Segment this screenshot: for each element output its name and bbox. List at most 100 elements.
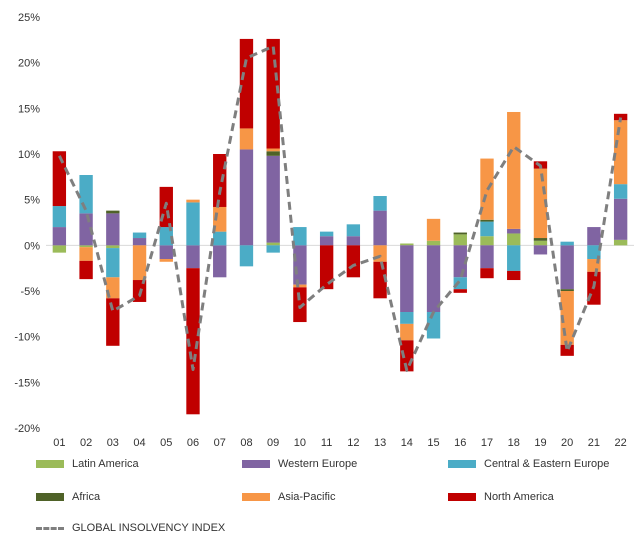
- bar-segment: [266, 148, 280, 152]
- bar-segment: [533, 168, 548, 239]
- bar-segment: [613, 198, 628, 240]
- x-tick-label: 07: [214, 437, 226, 449]
- y-tick-label: -5%: [20, 286, 40, 298]
- bar-segment: [266, 38, 280, 149]
- x-tick-label: 19: [534, 437, 546, 449]
- bar-segment: [400, 243, 414, 246]
- bar-segment: [213, 231, 227, 246]
- bar-segment: [346, 224, 361, 237]
- x-tick-label: 08: [240, 437, 252, 449]
- bar-segment: [239, 128, 254, 150]
- stacked-bars: [52, 38, 628, 415]
- bar-segment: [587, 245, 601, 260]
- bar-segment: [453, 234, 467, 246]
- bar-segment: [52, 227, 67, 246]
- y-tick-label: 5%: [24, 195, 40, 207]
- bar-segment: [533, 245, 548, 255]
- x-tick-label: 16: [454, 437, 466, 449]
- x-tick-label: 05: [160, 437, 172, 449]
- bar-segment: [186, 199, 200, 203]
- bar-segment: [480, 219, 494, 222]
- bar-segment: [507, 270, 521, 281]
- bar-segment: [266, 151, 280, 156]
- bar-segment: [346, 245, 361, 278]
- x-tick-label: 20: [561, 437, 573, 449]
- bar-segment: [400, 312, 414, 324]
- x-tick-label: 22: [615, 437, 627, 449]
- bar-segment: [159, 245, 173, 260]
- bar-segment: [106, 298, 120, 346]
- bar-segment: [533, 238, 548, 241]
- bar-segment: [426, 245, 441, 313]
- bar-segment: [239, 245, 254, 267]
- bar-segment: [613, 120, 628, 185]
- bar-segment: [560, 289, 574, 291]
- y-tick-label: 10%: [18, 149, 40, 161]
- bar-segment: [293, 227, 307, 246]
- y-axis: 25% 20% 15% 10% 5% 0% -5% -10% -15% -20%: [14, 12, 40, 435]
- bar-segment: [507, 245, 521, 271]
- bar-segment: [319, 231, 334, 237]
- index-line-layer: [58, 44, 623, 372]
- bar-segment: [346, 236, 361, 246]
- bar-segment: [293, 245, 307, 285]
- x-tick-label: 18: [508, 437, 520, 449]
- bar-segment: [426, 218, 441, 241]
- x-tick-label: 12: [347, 437, 359, 449]
- bar-segment: [507, 228, 521, 234]
- bar-segment: [613, 113, 628, 121]
- bar-segment: [613, 239, 628, 246]
- bar-segment: [79, 247, 93, 261]
- x-axis: 01 02 03 04 05 06 07 08 09 10 11 12 13 14 15 16 17 18 19 20…: [46, 244, 634, 449]
- bar-segment: [453, 277, 467, 290]
- y-tick-label: -10%: [14, 332, 40, 344]
- y-tick-label: -20%: [14, 423, 40, 435]
- bar-segment: [213, 245, 227, 278]
- bar-segment: [266, 155, 280, 243]
- bar-segment: [480, 245, 494, 269]
- bar-segment: [239, 38, 254, 129]
- x-tick-label: 13: [374, 437, 386, 449]
- bar-segment: [613, 184, 628, 199]
- bar-segment: [560, 241, 574, 246]
- x-tick-label: 02: [80, 437, 92, 449]
- bar-segment: [319, 236, 334, 246]
- x-tick-label: 10: [294, 437, 306, 449]
- bar-segment: [266, 245, 280, 253]
- x-tick-label: 11: [321, 437, 332, 449]
- bar-segment: [373, 210, 387, 246]
- bar-segment: [159, 227, 173, 246]
- bar-segment: [507, 233, 521, 246]
- bar-segment: [426, 240, 441, 246]
- bar-segment: [186, 245, 200, 269]
- x-tick-label: 15: [427, 437, 439, 449]
- x-tick-label: 09: [267, 437, 279, 449]
- bar-segment: [159, 259, 173, 262]
- bar-segment: [400, 245, 414, 313]
- x-tick-label: 03: [107, 437, 119, 449]
- bar-segment: [373, 196, 387, 211]
- bar-segment: [293, 287, 307, 323]
- x-tick-label: 01: [53, 437, 65, 449]
- bar-segment: [266, 242, 280, 246]
- global-insolvency-index-line: [58, 44, 623, 372]
- bar-segment: [560, 344, 574, 356]
- bar-segment: [132, 245, 147, 281]
- bar-segment: [426, 312, 441, 339]
- x-tick-label: 17: [481, 437, 493, 449]
- bar-segment: [400, 323, 414, 341]
- bar-segment: [106, 245, 120, 249]
- bar-segment: [453, 289, 467, 293]
- y-tick-label: 15%: [18, 103, 40, 115]
- bar-segment: [52, 206, 67, 228]
- y-tick-label: 20%: [18, 58, 40, 70]
- bar-segment: [186, 202, 200, 246]
- y-tick-label: -15%: [14, 377, 40, 389]
- bar-segment: [560, 245, 574, 290]
- bar-segment: [106, 210, 120, 214]
- x-tick-label: 14: [401, 437, 413, 449]
- bar-segment: [480, 221, 494, 237]
- y-tick-label: 0%: [24, 240, 40, 252]
- bar-segment: [79, 260, 93, 280]
- bar-segment: [480, 268, 494, 279]
